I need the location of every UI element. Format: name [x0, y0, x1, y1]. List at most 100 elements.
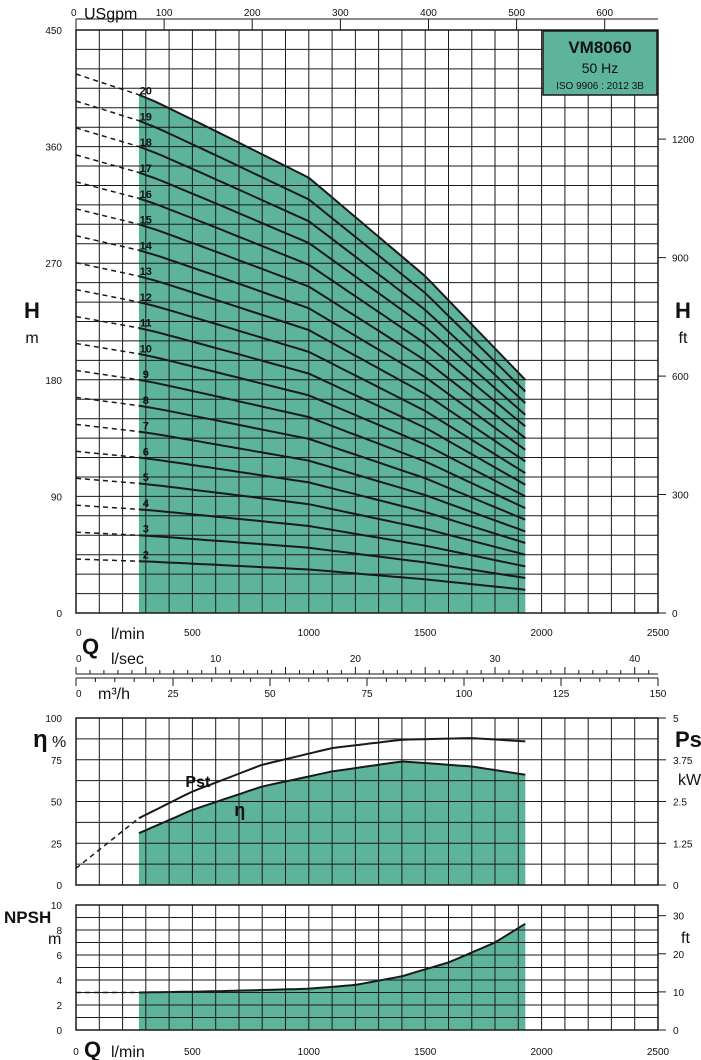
stage-19-dashed-line [75, 100, 140, 122]
stage-12-curve [138, 301, 526, 474]
stage-8-label: 8 [143, 395, 149, 407]
stage-2-label: 2 [143, 550, 149, 562]
efficiency-y-label: η [33, 726, 48, 753]
stage-4-dashed-line [75, 504, 139, 511]
stage-3-dashed-line [75, 531, 139, 537]
model-name: VM8060 [568, 38, 631, 57]
head-y-right-unit: ft [679, 330, 688, 347]
usgpm-tick-label: 200 [244, 8, 261, 19]
stage-20-label: 20 [140, 86, 152, 98]
npsh-y-tick-label: 4 [56, 976, 62, 987]
stage-17-dashed-line [75, 154, 140, 174]
lsec-tick-label: 0 [76, 654, 82, 665]
q-lmin-tick-label: 1500 [414, 628, 437, 639]
m3h-tick-label: 125 [553, 689, 570, 700]
stage-17-curve [138, 171, 526, 416]
lsec-tick-label: 10 [210, 654, 222, 665]
npsh-grid-frame [75, 904, 659, 1031]
q-lmin-tick-label: 2000 [530, 628, 553, 639]
power-dashed-line [75, 817, 140, 869]
npsh-q-tick-label: 500 [184, 1047, 201, 1058]
power-tick-label: 2.5 [673, 798, 687, 809]
stage-15-curve [138, 223, 526, 439]
npsh-y-unit: m [48, 931, 61, 948]
efficiency-y-tick-label: 50 [51, 798, 63, 809]
q-axis-label: Q [82, 634, 99, 659]
head-ft-tick-label: 1200 [672, 135, 695, 146]
npsh-q-tick-label: 1000 [298, 1047, 321, 1058]
stage-10-curve [138, 352, 526, 498]
stage-18-label: 18 [140, 137, 152, 149]
frequency-label: 50 Hz [582, 60, 619, 76]
usgpm-tick-label: 300 [332, 8, 349, 19]
stage-9-curve [138, 378, 526, 510]
head-ft-tick-label: 600 [672, 372, 689, 383]
efficiency-y-tick-label: 0 [56, 881, 62, 892]
stage-20-dashed-line [75, 73, 140, 96]
npsh-y-tick-label: 8 [56, 926, 62, 937]
stage-11-dashed-line [75, 315, 140, 329]
stage-6-dashed-line [75, 450, 139, 459]
stage-2-curve [138, 560, 526, 591]
npsh-y-tick-label: 6 [56, 951, 62, 962]
stage-8-dashed-line [75, 396, 139, 407]
stage-15-dashed-line [75, 208, 140, 226]
stage-3-label: 3 [143, 524, 149, 536]
stage-16-dashed-line [75, 181, 140, 200]
npsh-y-tick-label: 10 [51, 901, 63, 912]
stage-8-curve [138, 404, 526, 521]
m3h-tick-label: 150 [650, 689, 667, 700]
npsh-y-tick-label: 0 [56, 1026, 62, 1037]
stage-10-label: 10 [140, 343, 152, 355]
m3h-tick-label: 75 [361, 689, 373, 700]
stage-18-curve [138, 145, 526, 404]
power-y-unit: kW [678, 772, 701, 789]
usgpm-tick-label: 500 [508, 8, 525, 19]
stage-7-curve [138, 430, 526, 533]
m3h-unit: m³/h [98, 686, 130, 703]
q-lmin-unit: l/min [111, 626, 145, 643]
head-ft-tick-label: 0 [672, 609, 678, 620]
standard-label: ISO 9906 : 2012 3B [556, 81, 644, 92]
usgpm-tick-label: 600 [596, 8, 613, 19]
stage-4-curve [138, 508, 526, 568]
stage-16-label: 16 [140, 189, 152, 201]
stage-4-label: 4 [143, 498, 150, 510]
stage-7-dashed-line [75, 423, 139, 433]
npsh-q-tick-label: 2500 [647, 1047, 670, 1058]
npsh-ft-tick-label: 0 [673, 1026, 679, 1037]
head-y-tick-label: 450 [45, 26, 62, 37]
npsh-y-tick-label: 2 [56, 1001, 62, 1012]
npsh-ft-tick-label: 20 [673, 950, 685, 961]
efficiency-curve [138, 760, 526, 835]
head-y-tick-label: 270 [45, 259, 62, 270]
head-y-tick-label: 0 [56, 609, 62, 620]
power-tick-label: 0 [673, 881, 679, 892]
head-y-right-label: H [675, 298, 691, 323]
npsh-ft-tick-label: 30 [673, 912, 685, 923]
stage-14-dashed-line [75, 234, 140, 251]
m3h-tick-label: 0 [76, 689, 82, 700]
power-tick-label: 1.25 [673, 839, 693, 850]
usgpm-tick-label: 0 [71, 8, 77, 19]
npsh-q-unit: l/min [111, 1044, 145, 1060]
stage-16-curve [138, 197, 526, 428]
head-ft-tick-label: 300 [672, 491, 689, 502]
stage-10-dashed-line [75, 342, 140, 355]
q-lmin-tick-label: 0 [76, 628, 82, 639]
npsh-curve [138, 922, 526, 994]
npsh-ft-tick-label: 10 [673, 988, 685, 999]
npsh-q-axis-label: Q [84, 1037, 101, 1060]
stage-12-label: 12 [140, 292, 152, 304]
npsh-q-tick-label: 0 [73, 1047, 79, 1058]
stage-18-dashed-line [75, 127, 140, 148]
stage-14-curve [138, 249, 526, 451]
stage-17-label: 17 [140, 163, 152, 175]
efficiency-y-tick-label: 75 [51, 756, 63, 767]
efficiency-y-unit: % [52, 734, 66, 751]
head-y-tick-label: 180 [45, 376, 62, 387]
npsh-area-fill [138, 923, 526, 1030]
q-lmin-tick-label: 500 [184, 628, 201, 639]
head-grid-frame [75, 29, 659, 614]
